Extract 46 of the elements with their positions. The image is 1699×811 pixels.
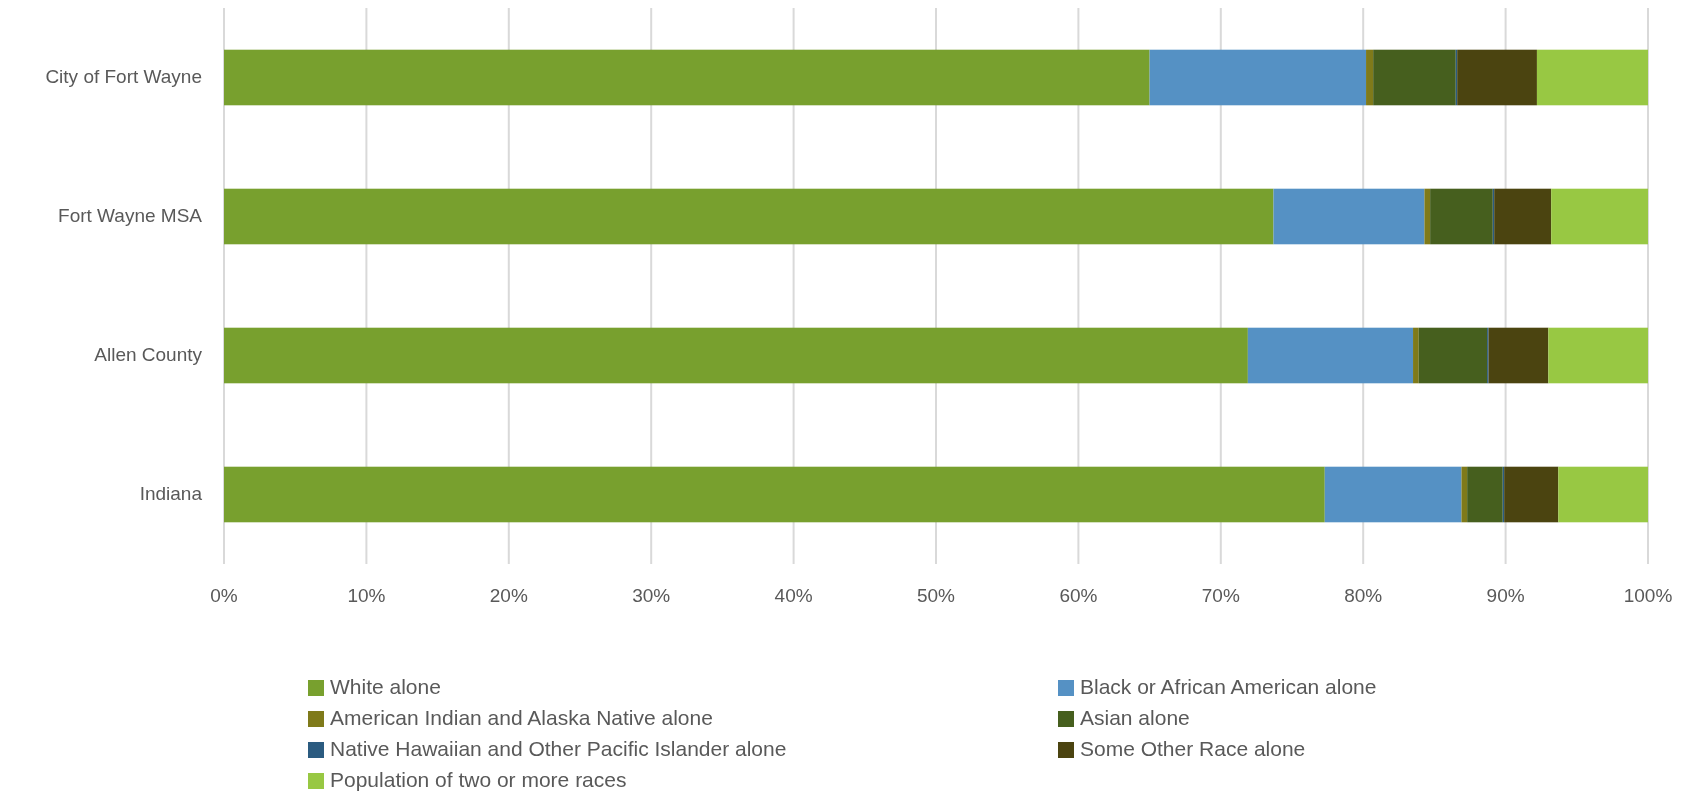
bar [1558, 466, 1648, 523]
x-tick-label: 50% [916, 585, 956, 606]
bar [1247, 327, 1414, 384]
bar [1536, 49, 1648, 106]
bar [1548, 327, 1648, 384]
y-tick-label: Fort Wayne MSA [58, 204, 203, 226]
x-tick-label: 10% [347, 585, 386, 606]
bar [1373, 49, 1456, 106]
legend-label: Population of two or more races [330, 767, 627, 791]
bar [1467, 466, 1503, 523]
bar [224, 188, 1274, 245]
bar [1413, 327, 1419, 384]
bar [1457, 49, 1537, 106]
bar [1366, 49, 1374, 106]
bar [224, 49, 1150, 106]
y-tick-label: City of Fort Wayne [45, 65, 202, 87]
x-tick-label: 70% [1201, 585, 1240, 606]
x-tick-label: 20% [489, 585, 528, 606]
bar [1418, 327, 1488, 384]
bar [1461, 466, 1468, 523]
y-tick-label: Indiana [139, 482, 203, 504]
legend-label: Native Hawaiian and Other Pacific Islander alone [330, 736, 787, 760]
x-tick-label: 60% [1059, 585, 1098, 606]
x-tick-label: 40% [774, 585, 813, 606]
legend-label: White alone [330, 674, 441, 698]
x-tick-label: 80% [1344, 585, 1383, 606]
bar [1494, 188, 1552, 245]
x-tick-label: 0% [210, 585, 238, 606]
x-tick-label: 30% [632, 585, 671, 606]
legend-label: Some Other Race alone [1080, 736, 1306, 760]
bar [1273, 188, 1425, 245]
legend-label: Black or African American alone [1080, 674, 1377, 698]
legend-label: American Indian and Alaska Native alone [330, 705, 713, 729]
bar [224, 327, 1248, 384]
bar [1504, 466, 1559, 523]
legend-label: Asian alone [1080, 705, 1190, 729]
bar [1149, 49, 1367, 106]
bar [1424, 188, 1431, 245]
bar [1430, 188, 1493, 245]
bar [1551, 188, 1648, 245]
bar [1488, 327, 1549, 384]
x-tick-label: 90% [1486, 585, 1525, 606]
x-tick-label: 100% [1623, 585, 1673, 606]
y-tick-label: Allen County [94, 343, 203, 365]
bar [224, 466, 1325, 523]
bar [1324, 466, 1462, 523]
